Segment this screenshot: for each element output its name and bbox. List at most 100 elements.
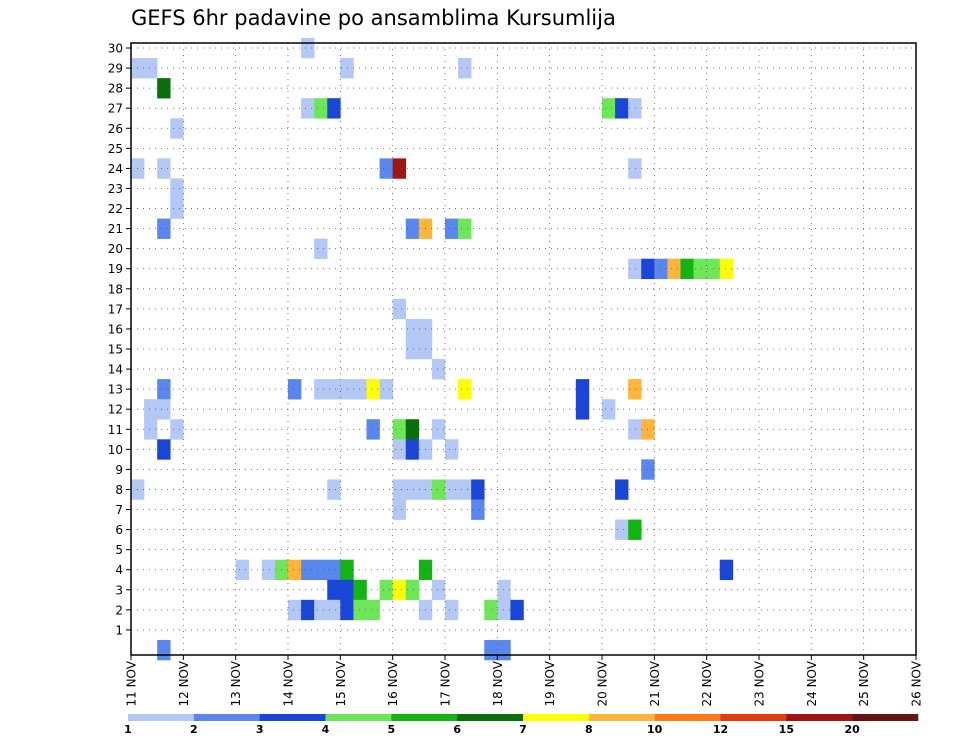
precip-cell	[327, 579, 341, 601]
legend-label: 8	[585, 723, 593, 736]
y-tick-label: 13	[108, 383, 123, 397]
precip-cell	[379, 579, 393, 601]
precip-cell	[471, 499, 485, 520]
x-tick-label: 24 NOV	[805, 660, 819, 706]
precip-cell	[301, 599, 315, 621]
precip-cell	[405, 218, 420, 239]
legend-label: 1	[124, 723, 132, 736]
x-tick-label: 26 NOV	[910, 660, 924, 706]
precip-cell	[170, 198, 184, 219]
legend-label: 20	[845, 723, 861, 736]
precip-cell	[144, 419, 158, 440]
precip-cell	[327, 379, 341, 400]
precip-cell	[431, 419, 446, 440]
precip-cell	[157, 158, 171, 179]
precip-cell	[615, 98, 629, 119]
precip-cell	[170, 419, 184, 440]
precip-cell	[575, 399, 590, 420]
precip-cell	[510, 599, 524, 621]
legend-swatch	[852, 714, 919, 721]
precip-cell	[497, 579, 511, 601]
precip-cell	[314, 98, 328, 119]
precip-cell	[628, 98, 642, 119]
precip-cell	[693, 258, 707, 280]
legend-label: 15	[779, 723, 794, 736]
precip-cell	[680, 258, 694, 280]
precip-cell	[654, 258, 668, 280]
precip-cell	[628, 158, 642, 179]
precip-cell	[615, 519, 629, 540]
legend-swatch	[259, 714, 326, 721]
y-tick-label: 24	[108, 162, 123, 176]
x-tick-label: 18 NOV	[491, 660, 505, 706]
precip-cell	[719, 559, 734, 581]
y-tick-label: 25	[108, 142, 123, 156]
precip-cell	[628, 419, 642, 440]
y-tick-label: 15	[108, 343, 123, 357]
precip-cell	[667, 258, 681, 280]
precip-cell	[628, 258, 642, 280]
legend-swatch	[128, 714, 195, 721]
precip-cell	[405, 479, 420, 500]
y-tick-label: 19	[108, 262, 123, 276]
y-axis-member-ticks: 1234567891011121314151617181920212223242…	[108, 42, 131, 637]
precip-cell	[445, 599, 459, 621]
y-tick-label: 2	[115, 603, 123, 617]
legend-swatch	[457, 714, 524, 721]
precip-cell	[392, 579, 407, 601]
legend-swatch	[654, 714, 721, 721]
precip-cell	[314, 238, 328, 260]
precip-cell	[301, 98, 315, 119]
precip-cell	[288, 379, 302, 400]
precip-cell	[301, 559, 315, 581]
precip-cell	[445, 439, 459, 460]
x-tick-label: 17 NOV	[439, 660, 453, 706]
legend-swatch	[588, 714, 655, 721]
precip-cell	[301, 37, 315, 59]
precip-cell	[379, 379, 393, 400]
precip-cell	[458, 58, 472, 79]
legend-swatch	[523, 714, 590, 721]
x-tick-label: 15 NOV	[334, 660, 348, 706]
precip-cell	[288, 599, 302, 621]
x-tick-label: 12 NOV	[177, 660, 191, 706]
legend-swatch	[720, 714, 787, 721]
y-tick-label: 29	[108, 62, 123, 76]
precip-cell	[314, 559, 328, 581]
y-tick-label: 7	[115, 503, 123, 517]
y-tick-label: 3	[115, 583, 123, 597]
precip-cell	[458, 379, 472, 400]
legend-label: 4	[322, 723, 330, 736]
precip-cell	[327, 98, 341, 119]
color-legend: 1 2 3 4 5 6 7 8 10 12 15 20	[124, 714, 919, 736]
y-tick-label: 11	[108, 423, 123, 437]
y-tick-label: 16	[108, 322, 123, 336]
precip-cell	[327, 479, 341, 500]
precip-cell	[628, 379, 642, 400]
precip-cell	[405, 338, 420, 360]
precip-cell	[484, 639, 498, 661]
precip-cell	[157, 78, 171, 99]
precip-cell	[288, 559, 302, 581]
legend-swatch	[391, 714, 458, 721]
precip-cell	[405, 318, 420, 340]
precip-cell	[445, 479, 459, 500]
precip-cell	[392, 298, 407, 320]
precip-cell	[379, 158, 393, 179]
x-tick-label: 11 NOV	[125, 660, 139, 706]
precip-cell	[157, 218, 171, 239]
precip-cell	[431, 359, 446, 380]
precip-cell	[144, 399, 158, 420]
precip-cell	[170, 118, 184, 139]
precip-cell	[366, 419, 380, 440]
precip-cell	[405, 419, 420, 440]
precip-cell	[431, 579, 446, 601]
y-tick-label: 17	[108, 302, 123, 316]
precip-cell	[327, 599, 341, 621]
legend-swatch	[325, 714, 392, 721]
precipitation-cells	[131, 37, 734, 661]
legend-label: 6	[453, 723, 461, 736]
y-tick-label: 12	[108, 403, 123, 417]
y-tick-label: 30	[108, 42, 123, 56]
y-tick-label: 20	[108, 242, 123, 256]
